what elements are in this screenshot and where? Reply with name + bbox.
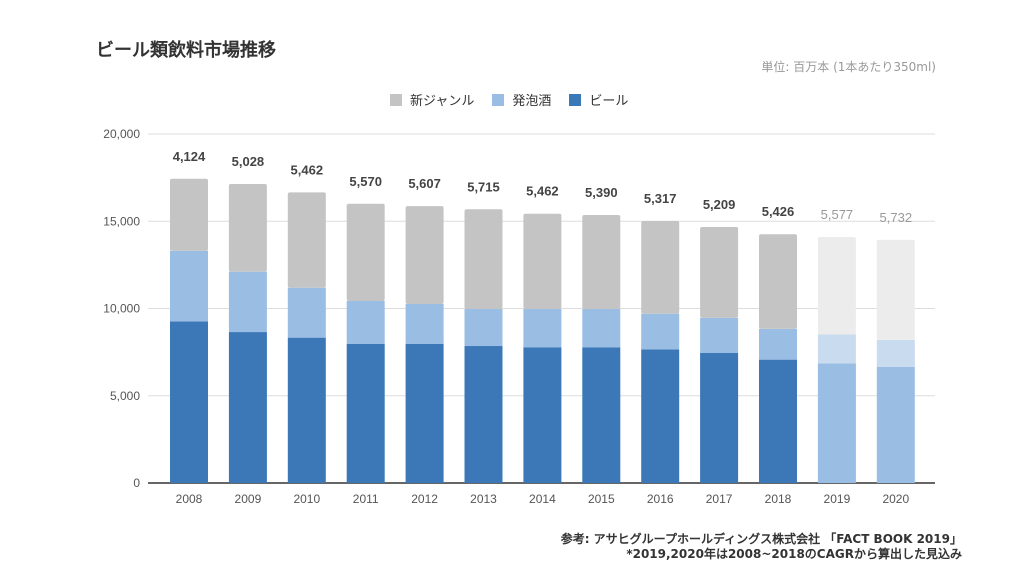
bar-segment bbox=[641, 220, 680, 314]
bar-segment bbox=[228, 332, 267, 483]
source-note: 参考: アサヒグループホールディングス株式会社 「FACT BOOK 2019」… bbox=[561, 532, 962, 562]
bar-segment bbox=[817, 237, 856, 335]
bar-segment bbox=[287, 192, 326, 288]
legend: 新ジャンル 発泡酒 ビール bbox=[390, 90, 628, 109]
x-tick-label: 2008 bbox=[176, 492, 203, 506]
bar-segment bbox=[170, 178, 208, 251]
data-label: 5,577 bbox=[821, 207, 854, 222]
x-tick-label: 2013 bbox=[470, 492, 497, 506]
bar-segment bbox=[523, 213, 562, 310]
bar-segment bbox=[346, 203, 385, 301]
legend-label: 新ジャンル bbox=[410, 94, 475, 109]
x-tick-label: 2016 bbox=[647, 492, 674, 506]
bar-segment bbox=[876, 366, 915, 483]
data-label: 5,426 bbox=[762, 204, 795, 219]
bar-segment bbox=[464, 209, 503, 310]
legend-item-happoshu: 発泡酒 bbox=[492, 90, 551, 109]
bar-segment bbox=[228, 183, 267, 272]
data-label: 5,732 bbox=[880, 210, 913, 225]
x-tick-label: 2018 bbox=[765, 492, 792, 506]
y-tick-label: 10,000 bbox=[103, 302, 140, 316]
forecast-note: *2019,2020年は2008~2018のCAGRから算出した見込み bbox=[626, 547, 962, 561]
data-label: 5,028 bbox=[232, 154, 265, 169]
legend-item-new-genre: 新ジャンル bbox=[390, 90, 474, 109]
bar-segment bbox=[346, 300, 385, 344]
bar-segment bbox=[876, 339, 915, 367]
bar-segment bbox=[582, 309, 621, 348]
data-label: 5,209 bbox=[703, 197, 736, 212]
bar-segment bbox=[759, 359, 797, 483]
x-tick-label: 2014 bbox=[529, 492, 556, 506]
data-label: 5,462 bbox=[291, 162, 324, 177]
bar-segment bbox=[287, 287, 326, 338]
y-tick-label: 20,000 bbox=[103, 127, 140, 141]
bar-segment bbox=[700, 317, 739, 353]
data-label: 5,390 bbox=[585, 185, 618, 200]
bar-segment bbox=[582, 347, 621, 483]
data-label: 5,570 bbox=[349, 174, 382, 189]
bar-segment bbox=[641, 313, 680, 350]
bar-segment bbox=[523, 309, 562, 348]
bar-segment bbox=[700, 352, 739, 483]
bar-segment bbox=[582, 214, 621, 310]
bar-segment bbox=[346, 343, 385, 483]
bar-segment bbox=[405, 343, 444, 483]
bar-segment bbox=[170, 250, 208, 322]
legend-label: 発泡酒 bbox=[512, 94, 552, 109]
bar-segment bbox=[523, 347, 562, 483]
x-tick-label: 2010 bbox=[293, 492, 320, 506]
bar-segment bbox=[170, 321, 208, 483]
bar-segment bbox=[759, 328, 797, 360]
bar-segment bbox=[405, 303, 444, 344]
bar-segment bbox=[817, 363, 856, 483]
data-label: 5,715 bbox=[467, 179, 500, 194]
data-label: 5,607 bbox=[408, 176, 441, 191]
chart-title: ビール類飲料市場推移 bbox=[96, 40, 276, 61]
bar-segment bbox=[405, 206, 444, 304]
y-tick-label: 0 bbox=[133, 476, 140, 490]
bar-segment bbox=[228, 271, 267, 333]
x-tick-label: 2017 bbox=[706, 492, 733, 506]
data-label: 4,124 bbox=[173, 149, 206, 164]
bar-segment bbox=[464, 309, 503, 347]
bar-segment bbox=[876, 239, 915, 340]
legend-swatch bbox=[569, 93, 582, 106]
x-tick-label: 2009 bbox=[235, 492, 262, 506]
y-tick-label: 15,000 bbox=[103, 214, 140, 228]
bar-segment bbox=[817, 334, 856, 364]
x-tick-label: 2019 bbox=[824, 492, 851, 506]
bar-segment bbox=[641, 349, 680, 483]
x-tick-label: 2015 bbox=[588, 492, 615, 506]
x-tick-label: 2020 bbox=[882, 492, 909, 506]
legend-swatch bbox=[390, 93, 402, 106]
x-tick-label: 2012 bbox=[411, 492, 438, 506]
bar-segment bbox=[700, 227, 739, 318]
legend-item-beer: ビール bbox=[569, 90, 628, 109]
bar-segment bbox=[287, 337, 326, 483]
y-tick-label: 5,000 bbox=[110, 389, 140, 403]
bar-segment bbox=[464, 346, 503, 483]
legend-label: ビール bbox=[589, 94, 629, 109]
data-label: 5,317 bbox=[644, 191, 677, 206]
legend-swatch bbox=[492, 93, 505, 106]
unit-note: 単位: 百万本 (1本あたり350ml) bbox=[761, 60, 936, 74]
source-line: 参考: アサヒグループホールディングス株式会社 「FACT BOOK 2019」 bbox=[560, 532, 962, 546]
data-label: 5,462 bbox=[526, 184, 559, 199]
x-tick-label: 2011 bbox=[353, 492, 379, 506]
bar-segment bbox=[759, 234, 797, 329]
